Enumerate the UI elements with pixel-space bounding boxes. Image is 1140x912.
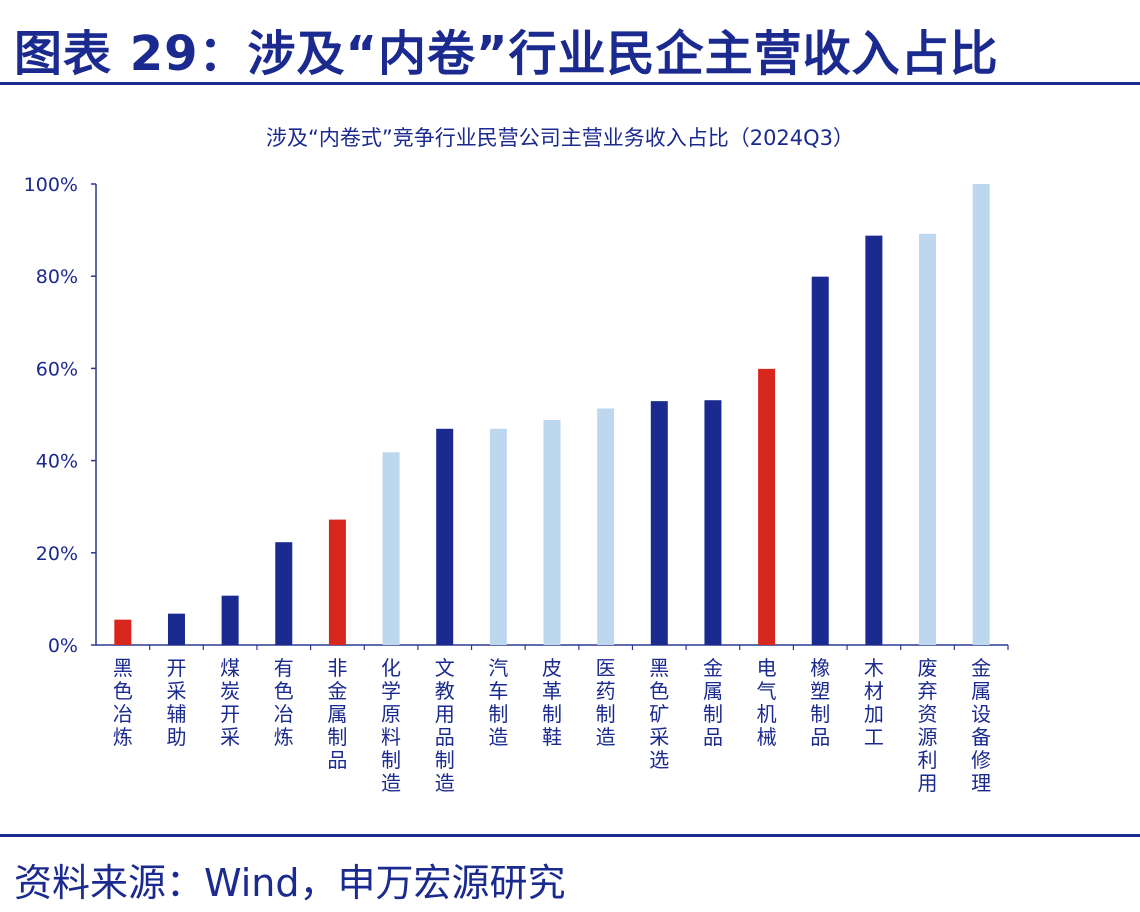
x-tick-label: 金属制品 (703, 656, 723, 749)
bar-1 (114, 619, 132, 645)
x-tick-label: 煤炭开采 (220, 656, 240, 749)
x-axis-labels: 黑色冶炼 开采辅助 煤炭开采 有色冶炼 非金属制品 化学原料制造 文教用品制造 汽车制造 皮革制… (113, 645, 1009, 795)
x-tick-label: 木材加工 (864, 656, 884, 749)
y-tick-label: 20% (36, 543, 78, 565)
x-tick-label: 有色冶炼 (274, 656, 294, 749)
y-tick-label: 80% (36, 266, 78, 288)
x-tick-label: 橡塑制品 (810, 656, 830, 749)
x-tick-label: 化学原料制造 (381, 656, 401, 795)
bar-6 (382, 452, 400, 645)
bar-12 (704, 400, 722, 645)
source-note: 资料来源：Wind，申万宏源研究 (14, 861, 566, 905)
bar-8 (489, 428, 507, 645)
x-tick-label: 非金属制品 (327, 656, 347, 772)
bar-2 (167, 613, 185, 645)
bar-11 (650, 401, 668, 645)
x-tick-label: 文教用品制造 (435, 656, 455, 795)
x-tick-label: 开采辅助 (166, 656, 186, 749)
bar-16 (919, 233, 937, 645)
y-tick-label: 60% (36, 358, 78, 380)
x-tick-label: 金属设备修理 (971, 656, 991, 795)
bar-9 (543, 420, 561, 645)
bar-13 (758, 368, 776, 645)
bars (114, 184, 990, 645)
x-tick-label: 医药制造 (596, 656, 616, 749)
x-tick-label: 电气机械 (757, 656, 777, 749)
footer-divider (0, 834, 1140, 837)
bar-7 (436, 428, 454, 645)
bar-10 (597, 408, 615, 645)
bar-15 (865, 235, 883, 645)
bar-17 (972, 184, 990, 645)
x-tick-label: 皮革制鞋 (542, 656, 562, 749)
bar-14 (811, 276, 829, 645)
bar-4 (275, 542, 293, 645)
bar-5 (328, 519, 346, 645)
bar-chart: 涉及“内卷式”竞争行业民营公司主营业务收入占比（2024Q3） 0% 20% 40%… (24, 126, 1009, 795)
x-tick-label: 废弃资源利用 (918, 656, 938, 795)
chart-title: 涉及“内卷式”竞争行业民营公司主营业务收入占比（2024Q3） (266, 126, 854, 150)
bar-3 (221, 595, 239, 645)
page-title: 图表 29：涉及“内卷”行业民企主营收入占比 (14, 26, 999, 82)
header-divider (0, 82, 1140, 85)
x-tick-label: 汽车制造 (488, 656, 508, 749)
y-tick-label: 0% (48, 635, 78, 657)
y-tick-label: 40% (36, 451, 78, 473)
x-tick-label: 黑色矿采选 (649, 656, 669, 772)
y-tick-label: 100% (24, 174, 78, 196)
y-axis: 0% 20% 40% 60% 80% 100% (24, 174, 1008, 657)
x-tick-label: 黑色冶炼 (113, 656, 133, 749)
